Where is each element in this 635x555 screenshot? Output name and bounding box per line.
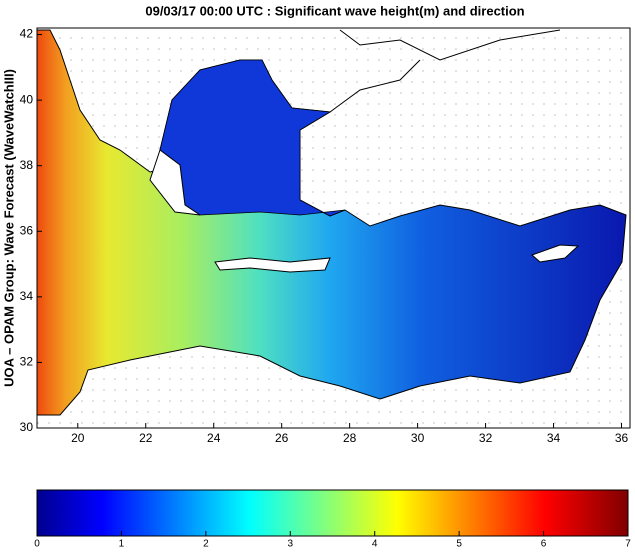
x-tick-label: 36 [615,431,629,445]
map-area [36,27,631,429]
y-tick-label: 42 [20,27,34,41]
x-tick-label: 24 [207,431,221,445]
y-tick-label: 32 [20,355,34,369]
coastline [329,29,561,113]
x-tick-label: 26 [275,431,289,445]
title: 09/03/17 00:00 UTC : Significant wave he… [145,3,524,18]
colorbar-tick-label: 3 [288,539,294,550]
x-tick-label: 28 [343,431,357,445]
x-tick-label: 30 [411,431,425,445]
y-axis-label: UOA – OPAM Group: Wave Forecast (WaveWat… [1,69,16,387]
colorbar-scale [36,489,629,537]
colorbar-tick-label: 0 [34,539,40,550]
colorbar-tick-label: 4 [372,539,378,550]
y-tick-label: 40 [20,92,34,106]
colorbar-tick-label: 1 [119,539,125,550]
colorbar-tick-label: 5 [456,539,462,550]
peloponnese [149,149,201,216]
y-tick-label: 38 [20,158,34,172]
x-tick-label: 34 [547,431,561,445]
x-tick-label: 20 [71,431,85,445]
y-tick-label: 30 [20,420,34,434]
x-tick-label: 32 [479,431,493,445]
aegean-sea [159,59,346,217]
colorbar-tick-label: 6 [541,539,547,550]
frame [36,27,631,429]
y-tick-label: 34 [20,289,34,303]
colorbar-tick-label: 2 [203,539,209,550]
colorbar [36,489,629,537]
colorbar-tick-label: 7 [625,539,631,550]
cyprus [531,244,580,263]
x-tick-label: 22 [139,431,153,445]
crete [214,257,331,273]
y-tick-label: 36 [20,223,34,237]
